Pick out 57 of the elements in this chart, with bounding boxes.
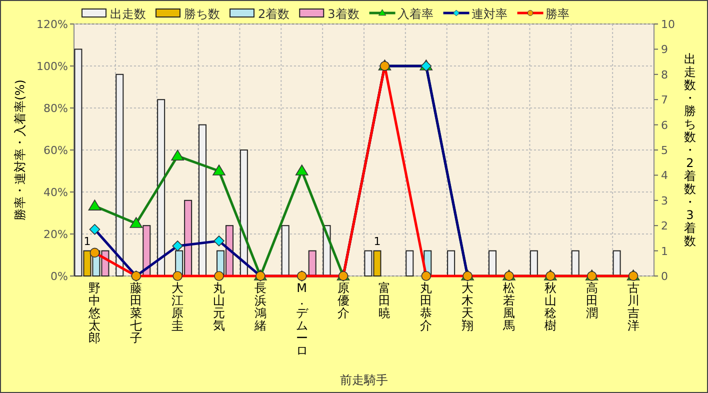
text: 出走数・勝ち数・2着数・3着数 (684, 52, 696, 248)
x-tick-label: 野中悠太郎 (88, 281, 101, 345)
y2-tick-label: 6 (661, 118, 668, 132)
bar (116, 74, 124, 276)
y2-tick-label: 9 (661, 43, 668, 56)
y-tick-label: 0% (50, 270, 68, 283)
data-label: 1 (84, 234, 91, 248)
bar (281, 225, 290, 276)
legend-label: 勝ち数 (184, 7, 220, 21)
bar (142, 225, 151, 276)
legend-label: 2着数 (258, 7, 290, 21)
y2-tick-label: 1 (661, 244, 668, 258)
x-tick-label: 大江原圭 (172, 281, 184, 332)
x-tick-label: 富田暁 (378, 281, 391, 320)
bar (488, 250, 496, 276)
bar (157, 99, 166, 276)
y-tick-label: 20% (44, 228, 68, 241)
legend-label: 連対率 (471, 7, 508, 21)
x-tick-label: 藤田菜七子 (130, 281, 142, 345)
y2-tick-label: 0 (661, 270, 668, 283)
y-tick-label: 100% (36, 60, 68, 73)
x-tick-label: 丸山元気 (213, 281, 225, 332)
y2-tick-label: 8 (661, 68, 668, 82)
legend-label: 3着数 (328, 7, 360, 21)
bar (530, 250, 538, 276)
bar (308, 250, 316, 276)
x-tick-label: 古川吉洋 (627, 281, 640, 332)
legend-label: 入着率 (397, 7, 434, 21)
bar (447, 250, 456, 276)
data-label: 1 (374, 234, 381, 248)
x-tick-label: 原優介 (337, 281, 350, 320)
bar (406, 250, 414, 276)
x-tick-label: 秋山稔樹 (544, 281, 556, 332)
y2-tick-label: 10 (661, 18, 675, 31)
x-axis-title: 前走騎手 (340, 373, 388, 387)
y2-tick-label: 7 (661, 94, 668, 107)
y-tick-label: 40% (44, 186, 68, 199)
y2-tick-label: 2 (661, 220, 668, 233)
x-tick-label: 松若風馬 (502, 281, 515, 332)
y-tick-label: 120% (36, 18, 68, 31)
x-tick-label: 大木天翔 (462, 281, 474, 332)
bar (240, 150, 248, 276)
legend-label: 出走数 (110, 7, 146, 21)
legend-label: 勝率 (545, 7, 570, 21)
bar (612, 250, 621, 276)
x-tick-label: M.デムーロ (296, 281, 309, 358)
y-tick-label: 60% (44, 144, 68, 157)
y2-tick-label: 4 (661, 169, 668, 182)
y2-tick-label: 3 (661, 194, 668, 208)
x-tick-label: 高田潤 (586, 281, 598, 320)
x-tick-label: 丸田恭介 (420, 281, 432, 332)
y-axis-title: 勝率・連対率・入着率(%) (13, 80, 27, 220)
bar (198, 124, 206, 276)
y-tick-label: 80% (44, 102, 68, 115)
bar (571, 250, 580, 276)
y2-tick-label: 5 (661, 144, 668, 157)
x-tick-label: 長浜鴻緒 (253, 281, 266, 332)
